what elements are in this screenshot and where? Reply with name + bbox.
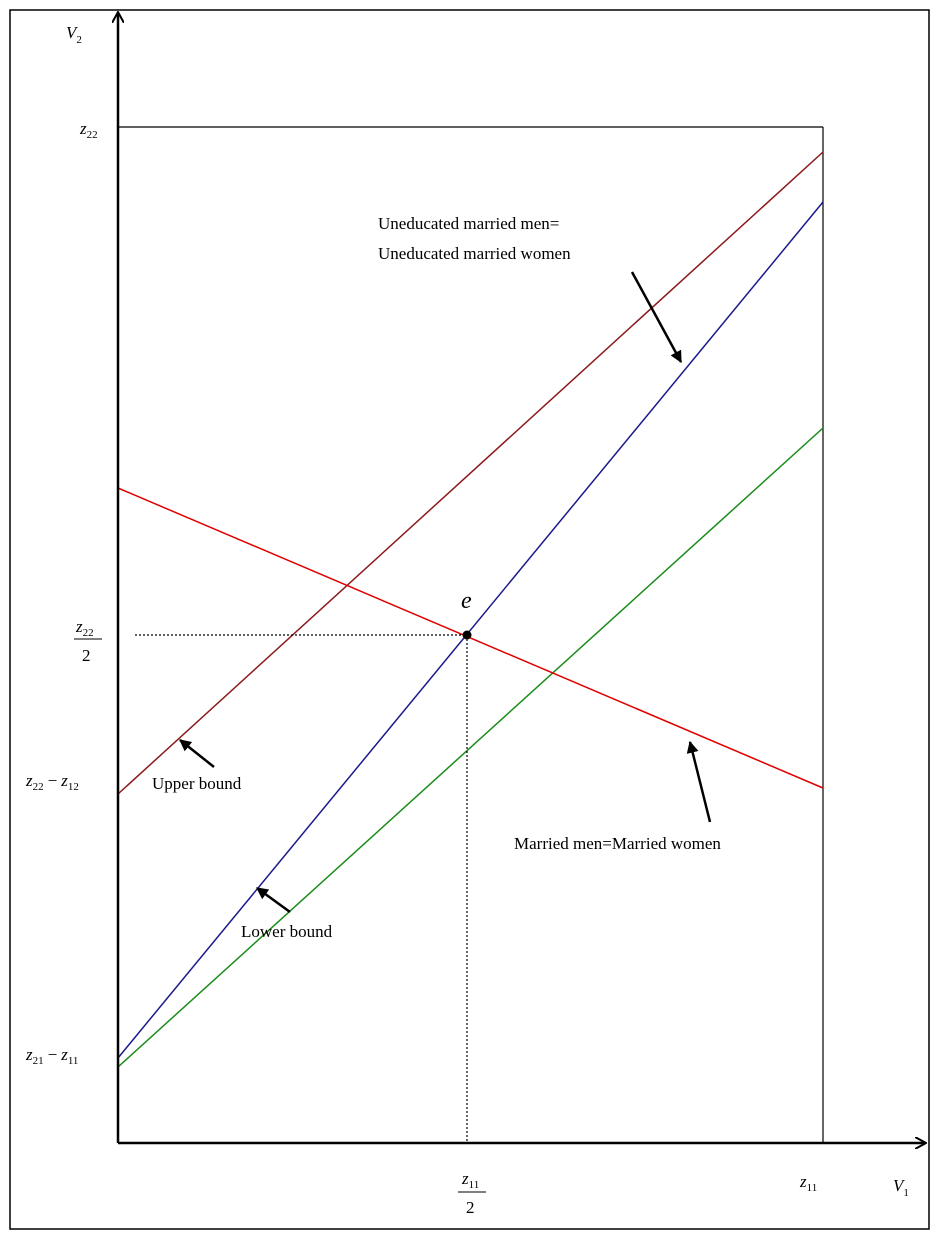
married-equality-line: [117, 487, 824, 789]
y-tick-half-z22: z22 2: [74, 617, 102, 665]
lower-bound-line: [117, 427, 824, 1068]
uneducated-label-line2: Uneducated married women: [378, 244, 571, 263]
x-axis-label: V1: [893, 1176, 909, 1199]
svg-text:z11: z11: [461, 1169, 479, 1191]
upper-bound-label: Upper bound: [152, 774, 242, 793]
lower-bound-pointer-arrow: [256, 886, 291, 914]
uneducated-pointer-arrow: [630, 271, 683, 364]
equilibrium-point: [462, 630, 472, 640]
uneducated-label-line1: Uneducated married men=: [378, 214, 559, 233]
x-tick-z11: z11: [799, 1172, 817, 1194]
upper-bound-line: [117, 151, 824, 795]
y-tick-z21-minus-z11: z21− z11: [25, 1045, 78, 1067]
uneducated-equality-line: [117, 201, 824, 1059]
point-label: e: [461, 588, 472, 614]
svg-text:z22: z22: [75, 617, 94, 639]
svg-text:2: 2: [466, 1198, 475, 1217]
outer-border: [9, 9, 930, 1230]
y-axis-label: V2: [66, 23, 82, 46]
svg-text:2: 2: [82, 646, 91, 665]
x-tick-half-z11: z11 2: [458, 1169, 486, 1217]
married-label: Married men=Married women: [514, 834, 721, 853]
y-tick-z22: z22: [79, 119, 98, 141]
upper-bound-pointer-arrow: [179, 739, 215, 768]
y-tick-z22-minus-z12: z22− z12: [25, 771, 79, 793]
lower-bound-label: Lower bound: [241, 922, 333, 941]
married-pointer-arrow: [686, 740, 712, 823]
